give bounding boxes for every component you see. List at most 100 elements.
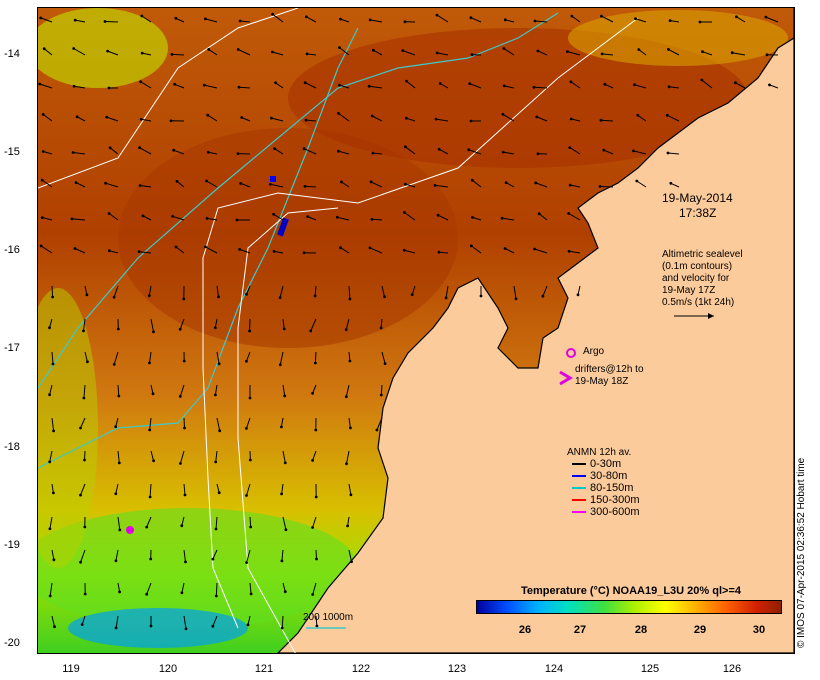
velocity-arrow xyxy=(204,84,218,89)
velocity-arrowhead xyxy=(103,20,107,23)
velocity-arrowhead xyxy=(503,247,507,250)
velocity-arrowhead xyxy=(537,212,541,216)
velocity-arrow xyxy=(51,615,55,627)
velocity-arrow xyxy=(183,615,187,629)
lon-label: 119 xyxy=(62,663,80,675)
velocity-arrowhead xyxy=(514,297,518,301)
velocity-arrowhead xyxy=(668,19,672,22)
velocity-arrowhead xyxy=(533,19,537,23)
velocity-arrowhead xyxy=(42,47,46,51)
velocity-arrowhead xyxy=(444,296,448,300)
velocity-arrowhead xyxy=(41,113,45,116)
velocity-arrowhead xyxy=(217,491,221,495)
velocity-arrowhead xyxy=(410,293,414,296)
velocity-arrowhead xyxy=(340,180,343,184)
velocity-arrow xyxy=(411,285,416,295)
velocity-arrow xyxy=(435,184,449,188)
velocity-arrowhead xyxy=(151,392,155,396)
velocity-arrowhead xyxy=(236,152,240,156)
velocity-arrow xyxy=(208,151,218,155)
velocity-arrow xyxy=(569,147,581,155)
velocity-arrow xyxy=(215,516,218,530)
velocity-arrow xyxy=(470,17,482,23)
velocity-arrow xyxy=(179,384,185,397)
velocity-arrow xyxy=(84,351,88,362)
velocity-arrow xyxy=(140,185,152,188)
velocity-arrowhead xyxy=(183,493,187,497)
velocity-arrowhead xyxy=(112,363,116,366)
isobath-1000m xyxy=(38,27,359,469)
velocity-arrowhead xyxy=(667,48,670,51)
velocity-arrow xyxy=(347,516,350,526)
velocity-arrow xyxy=(73,152,86,155)
velocity-arrowhead xyxy=(71,151,75,154)
velocity-arrow xyxy=(43,151,53,155)
velocity-arrow xyxy=(183,483,186,496)
velocity-arrow xyxy=(146,516,152,528)
velocity-arrow xyxy=(216,417,221,431)
velocity-arrow xyxy=(272,13,284,23)
velocity-arrowhead xyxy=(107,249,111,253)
velocity-arrow xyxy=(150,318,154,332)
velocity-arrow xyxy=(536,116,548,122)
yellow-patch-nw xyxy=(38,8,168,88)
anmn-legend-label: 30-80m xyxy=(590,470,628,482)
velocity-arrow xyxy=(183,417,185,429)
velocity-arrow xyxy=(40,245,53,254)
velocity-arrow xyxy=(282,516,287,530)
velocity-arrowhead xyxy=(305,52,309,56)
colorbar-title: Temperature (°C) NOAA19_L3U 20% ql>=4 xyxy=(521,585,741,597)
velocity-arrow xyxy=(247,615,251,625)
velocity-arrowhead xyxy=(114,559,118,563)
velocity-arrow xyxy=(281,549,284,561)
arrow-icon xyxy=(572,499,586,502)
velocity-arrow xyxy=(117,450,120,463)
velocity-arrow xyxy=(503,48,515,56)
velocity-arrowhead xyxy=(218,429,222,433)
velocity-arrowhead xyxy=(304,118,308,122)
velocity-arrow xyxy=(505,182,515,188)
velocity-arrowhead xyxy=(603,82,607,86)
velocity-arrowhead xyxy=(637,48,641,51)
velocity-arrowhead xyxy=(211,557,215,561)
velocity-arrow xyxy=(73,48,86,56)
velocity-arrowhead xyxy=(764,15,768,19)
velocity-arrow xyxy=(340,18,350,23)
velocity-arrowhead xyxy=(274,81,277,85)
velocity-arrow xyxy=(304,185,317,188)
velocity-arrow xyxy=(51,285,54,298)
velocity-arrowhead xyxy=(348,297,352,301)
velocity-arrowhead xyxy=(404,145,407,149)
velocity-arrowhead xyxy=(117,461,121,465)
velocity-arrowhead xyxy=(52,491,55,495)
velocity-arrowhead xyxy=(469,16,473,20)
velocity-arrowhead xyxy=(438,82,442,85)
velocity-arrow xyxy=(502,113,515,122)
velocity-arrowhead xyxy=(140,14,144,18)
velocity-arrowhead xyxy=(217,362,221,366)
altimetry-line: 0.5m/s (1kt 24h) xyxy=(662,297,735,308)
velocity-arrowhead xyxy=(184,560,187,564)
velocity-arrowhead xyxy=(379,393,383,397)
velocity-arrowhead xyxy=(566,50,569,53)
lat-label: -19 xyxy=(4,539,20,551)
velocity-arrow xyxy=(637,114,647,122)
velocity-arrow xyxy=(42,114,53,122)
velocity-arrow xyxy=(437,52,449,56)
velocity-arrow xyxy=(149,483,152,498)
velocity-arrowhead xyxy=(635,179,639,183)
colorbar-tick: 29 xyxy=(693,624,707,636)
velocity-arrowhead xyxy=(149,557,153,561)
velocity-arrow xyxy=(599,186,614,188)
sealevel-contour-1 xyxy=(38,8,299,189)
velocity-arrowhead xyxy=(272,250,276,253)
velocity-arrowhead xyxy=(107,86,111,90)
velocity-arrowhead xyxy=(636,113,640,117)
velocity-arrow xyxy=(406,80,416,89)
velocity-arrow xyxy=(113,351,119,365)
velocity-arrow xyxy=(176,180,185,188)
velocity-arrowhead xyxy=(730,51,734,55)
velocity-arrowhead xyxy=(118,590,121,594)
lat-label: -18 xyxy=(4,441,20,453)
velocity-arrow xyxy=(173,149,185,155)
